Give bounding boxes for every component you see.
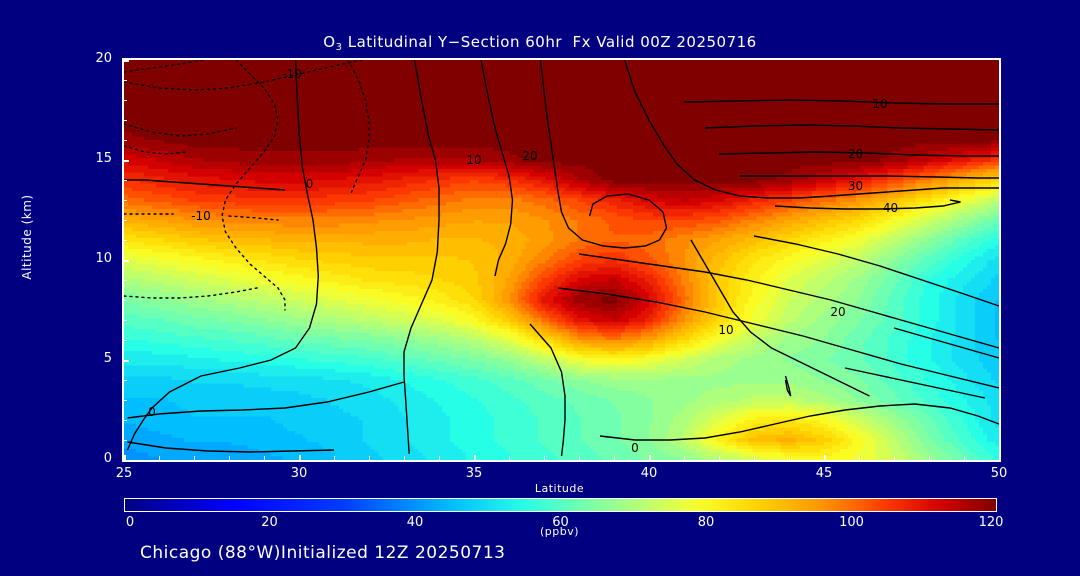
chart-title: O3 Latitudinal Y−Section 60hr Fx Valid 0… bbox=[0, 33, 1080, 53]
x-tick-label: 45 bbox=[804, 466, 844, 481]
x-axis-label: Latitude bbox=[122, 482, 997, 495]
x-tick-mark bbox=[649, 455, 651, 462]
x-minor-tick bbox=[929, 456, 930, 461]
y-minor-tick bbox=[123, 440, 127, 441]
y-tick-label: 20 bbox=[78, 51, 112, 66]
y-minor-tick bbox=[123, 240, 127, 241]
x-minor-tick bbox=[194, 456, 195, 461]
y-minor-tick bbox=[123, 220, 127, 221]
x-minor-tick bbox=[964, 456, 965, 461]
y-tick-mark bbox=[122, 360, 129, 362]
x-minor-tick bbox=[229, 456, 230, 461]
x-tick-label: 25 bbox=[104, 466, 144, 481]
colorbar-tick-label: 0 bbox=[110, 515, 150, 530]
y-minor-tick bbox=[123, 380, 127, 381]
x-tick-label: 40 bbox=[629, 466, 669, 481]
x-minor-tick bbox=[159, 456, 160, 461]
colorbar-tick-label: 20 bbox=[250, 515, 290, 530]
y-minor-tick bbox=[123, 420, 127, 421]
x-tick-mark bbox=[999, 455, 1001, 462]
y-tick-mark bbox=[122, 160, 129, 162]
x-minor-tick bbox=[684, 456, 685, 461]
y-minor-tick bbox=[123, 320, 127, 321]
x-minor-tick bbox=[614, 456, 615, 461]
x-minor-tick bbox=[894, 456, 895, 461]
y-tick-mark bbox=[122, 260, 129, 262]
y-minor-tick bbox=[123, 80, 127, 81]
y-tick-label: 10 bbox=[78, 251, 112, 266]
y-tick-label: 15 bbox=[78, 151, 112, 166]
y-minor-tick bbox=[123, 120, 127, 121]
x-tick-label: 30 bbox=[279, 466, 319, 481]
y-axis-label: Altitude (km) bbox=[20, 177, 34, 297]
colorbar-unit-label: (ppbv) bbox=[122, 525, 997, 538]
x-minor-tick bbox=[439, 456, 440, 461]
x-minor-tick bbox=[264, 456, 265, 461]
colorbar-tick-label: 40 bbox=[395, 515, 435, 530]
x-minor-tick bbox=[719, 456, 720, 461]
y-minor-tick bbox=[123, 180, 127, 181]
y-tick-label: 5 bbox=[78, 351, 112, 366]
colorbar bbox=[124, 498, 997, 512]
colorbar-tick-label: 120 bbox=[971, 515, 1011, 530]
x-tick-mark bbox=[299, 455, 301, 462]
x-minor-tick bbox=[544, 456, 545, 461]
y-minor-tick bbox=[123, 100, 127, 101]
x-minor-tick bbox=[404, 456, 405, 461]
y-tick-mark bbox=[122, 60, 129, 62]
x-minor-tick bbox=[579, 456, 580, 461]
title-rest: Latitudinal Y−Section 60hr Fx Valid 00Z … bbox=[342, 33, 757, 51]
x-minor-tick bbox=[754, 456, 755, 461]
x-tick-label: 35 bbox=[454, 466, 494, 481]
y-minor-tick bbox=[123, 140, 127, 141]
colorbar-tick-label: 60 bbox=[541, 515, 581, 530]
x-minor-tick bbox=[509, 456, 510, 461]
y-minor-tick bbox=[123, 400, 127, 401]
x-tick-mark bbox=[474, 455, 476, 462]
y-tick-label: 0 bbox=[78, 451, 112, 466]
y-minor-tick bbox=[123, 280, 127, 281]
title-prefix: O bbox=[323, 33, 335, 51]
x-minor-tick bbox=[859, 456, 860, 461]
y-minor-tick bbox=[123, 340, 127, 341]
colorbar-tick-label: 80 bbox=[686, 515, 726, 530]
y-minor-tick bbox=[123, 300, 127, 301]
x-minor-tick bbox=[369, 456, 370, 461]
title-subscript: 3 bbox=[336, 42, 343, 53]
x-tick-mark bbox=[824, 455, 826, 462]
x-minor-tick bbox=[789, 456, 790, 461]
x-tick-label: 50 bbox=[979, 466, 1019, 481]
x-tick-mark bbox=[124, 455, 126, 462]
x-minor-tick bbox=[334, 456, 335, 461]
y-minor-tick bbox=[123, 200, 127, 201]
colorbar-tick-label: 100 bbox=[832, 515, 872, 530]
footer-label: Chicago (88°W)Initialized 12Z 20250713 bbox=[140, 543, 505, 563]
